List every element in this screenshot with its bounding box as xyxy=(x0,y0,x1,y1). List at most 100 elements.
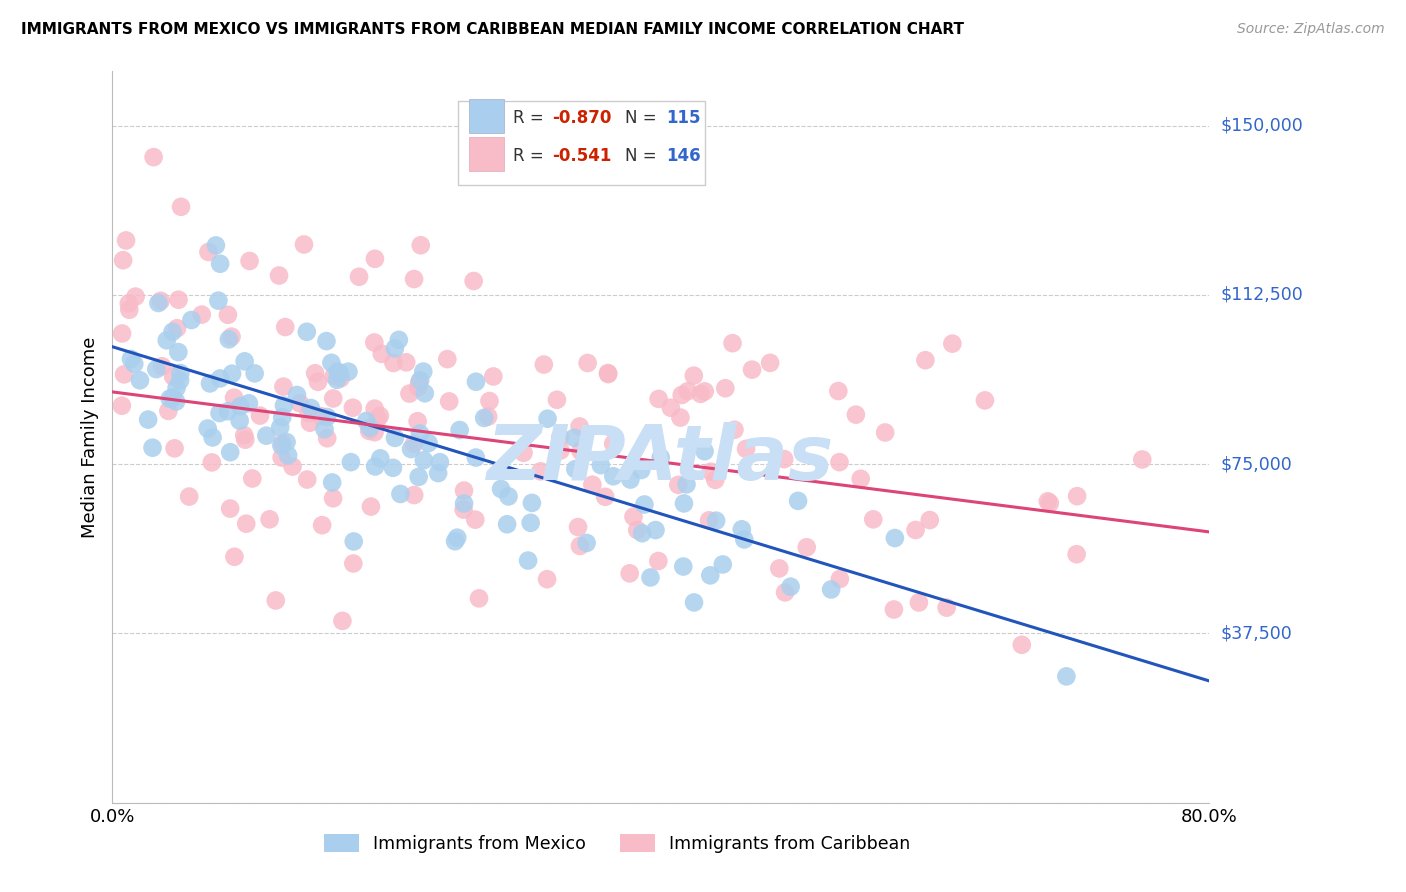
Point xyxy=(482,369,505,384)
Point xyxy=(733,533,755,547)
Point xyxy=(389,487,412,501)
Point xyxy=(408,376,430,390)
Point xyxy=(157,404,180,418)
Point xyxy=(412,453,434,467)
Point xyxy=(918,513,941,527)
Point xyxy=(271,410,294,425)
Point xyxy=(381,460,404,475)
Point xyxy=(768,561,790,575)
Point xyxy=(576,356,599,370)
Point xyxy=(631,526,654,541)
Point xyxy=(360,500,382,514)
Point xyxy=(382,356,405,370)
Point xyxy=(699,568,721,582)
Point xyxy=(384,342,406,356)
Point xyxy=(683,595,706,609)
Point xyxy=(363,401,385,416)
Point xyxy=(402,437,425,451)
Point xyxy=(112,253,135,268)
Point xyxy=(207,293,229,308)
Point xyxy=(721,336,744,351)
Point xyxy=(347,269,370,284)
Point xyxy=(368,451,391,466)
Point xyxy=(359,424,381,438)
Point xyxy=(298,406,321,420)
Text: -0.541: -0.541 xyxy=(553,147,612,165)
Point xyxy=(496,517,519,532)
Point xyxy=(779,580,801,594)
Point xyxy=(409,426,432,441)
Point xyxy=(364,459,387,474)
Point xyxy=(436,352,458,367)
Point xyxy=(773,452,796,467)
Point xyxy=(914,353,936,368)
Point xyxy=(498,489,520,503)
Point xyxy=(773,585,796,599)
Point xyxy=(568,539,591,553)
Point xyxy=(464,450,486,465)
Point xyxy=(264,593,287,607)
Point xyxy=(446,531,468,545)
Point xyxy=(326,373,349,387)
Point xyxy=(209,371,232,385)
Point xyxy=(759,356,782,370)
Point xyxy=(321,475,343,490)
Point xyxy=(693,444,716,458)
Point xyxy=(465,375,488,389)
Point xyxy=(623,509,645,524)
Point xyxy=(167,345,190,359)
Point xyxy=(828,572,851,586)
Point xyxy=(875,425,897,440)
Point xyxy=(273,399,295,413)
Point xyxy=(735,442,758,456)
Point xyxy=(129,373,152,387)
Point xyxy=(156,334,179,348)
Point xyxy=(564,462,586,476)
Point xyxy=(235,516,257,531)
Point xyxy=(271,436,294,450)
Point xyxy=(529,464,551,478)
Point xyxy=(429,455,451,469)
Point xyxy=(124,290,146,304)
Point xyxy=(240,471,263,485)
Point xyxy=(342,401,364,415)
Point xyxy=(569,444,592,458)
Point xyxy=(166,321,188,335)
Point xyxy=(1054,669,1077,683)
Point xyxy=(672,559,695,574)
Point xyxy=(145,362,167,376)
Point xyxy=(209,257,232,271)
Point xyxy=(602,469,624,483)
Point xyxy=(254,428,277,442)
Point xyxy=(150,359,173,374)
Point xyxy=(1066,547,1088,561)
Point xyxy=(166,381,188,395)
Point xyxy=(883,531,905,545)
Point xyxy=(589,458,612,472)
Point xyxy=(141,441,163,455)
Text: IMMIGRANTS FROM MEXICO VS IMMIGRANTS FROM CARIBBEAN MEDIAN FAMILY INCOME CORRELA: IMMIGRANTS FROM MEXICO VS IMMIGRANTS FRO… xyxy=(21,22,965,37)
Point xyxy=(219,445,242,459)
Point xyxy=(343,534,366,549)
Point xyxy=(453,502,475,516)
Point xyxy=(418,436,440,450)
Point xyxy=(546,392,568,407)
Point xyxy=(413,386,436,401)
Point xyxy=(444,534,467,549)
Point xyxy=(1066,489,1088,503)
Point xyxy=(714,381,737,395)
Text: $112,500: $112,500 xyxy=(1220,285,1303,304)
Point xyxy=(517,553,540,567)
Point xyxy=(180,313,202,327)
Point xyxy=(787,494,810,508)
Point xyxy=(285,388,308,402)
Point xyxy=(598,367,620,381)
Point xyxy=(711,558,734,572)
Point xyxy=(388,333,411,347)
Point xyxy=(647,392,669,406)
Point xyxy=(299,401,322,415)
Text: 146: 146 xyxy=(666,147,702,165)
Point xyxy=(364,252,387,266)
Point xyxy=(741,362,763,376)
Point xyxy=(472,411,495,425)
